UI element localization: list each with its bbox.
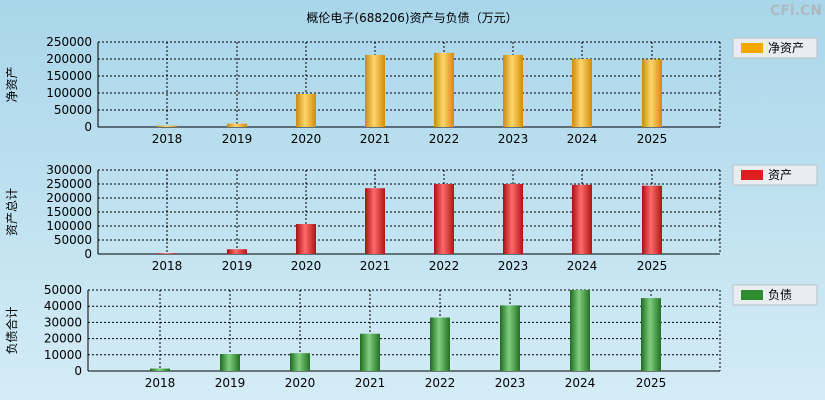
bar-2019 bbox=[220, 353, 240, 371]
bar-2022 bbox=[434, 184, 454, 254]
y-axis-title: 资产总计 bbox=[5, 188, 19, 236]
bar-2024 bbox=[572, 184, 592, 254]
bar-2022 bbox=[434, 52, 454, 127]
y-tick-label: 0 bbox=[74, 364, 82, 378]
plot-area bbox=[88, 290, 720, 371]
bar-2018 bbox=[150, 368, 170, 371]
x-tick-label: 2024 bbox=[567, 259, 598, 273]
bar-2025 bbox=[642, 185, 662, 254]
x-tick-label: 2021 bbox=[355, 376, 386, 390]
y-tick-label: 10000 bbox=[44, 348, 82, 362]
bar-2025 bbox=[641, 298, 661, 371]
x-tick-label: 2021 bbox=[360, 259, 391, 273]
y-tick-label: 40000 bbox=[44, 299, 82, 313]
legend-label: 负债 bbox=[768, 288, 792, 302]
legend-swatch bbox=[741, 290, 763, 300]
y-axis-title: 负债合计 bbox=[4, 306, 19, 354]
y-tick-label: 100000 bbox=[46, 86, 92, 100]
legend: 净资产 bbox=[732, 37, 818, 59]
watermark-logo: CFi.CN bbox=[770, 3, 822, 19]
y-tick-label: 20000 bbox=[44, 332, 82, 346]
legend: 负债 bbox=[732, 284, 818, 306]
legend-label: 资产 bbox=[768, 168, 792, 182]
bar-2021 bbox=[365, 54, 385, 127]
legend: 资产 bbox=[732, 164, 818, 186]
y-tick-label: 250000 bbox=[46, 35, 92, 49]
y-tick-label: 50000 bbox=[44, 283, 82, 297]
bar-2020 bbox=[296, 224, 316, 254]
bar-2021 bbox=[360, 333, 380, 371]
x-tick-label: 2021 bbox=[360, 132, 391, 146]
bar-2025 bbox=[642, 59, 662, 128]
x-tick-label: 2025 bbox=[637, 132, 668, 146]
bar-2020 bbox=[296, 94, 316, 127]
x-tick-label: 2020 bbox=[285, 376, 316, 390]
x-tick-label: 2024 bbox=[567, 132, 598, 146]
bar-2024 bbox=[572, 59, 592, 127]
x-tick-label: 2018 bbox=[152, 132, 183, 146]
bar-2023 bbox=[503, 54, 523, 127]
y-tick-label: 50000 bbox=[54, 103, 92, 117]
chart-title: 概伦电子(688206)资产与负债（万元） bbox=[306, 10, 517, 25]
y-tick-label: 200000 bbox=[46, 191, 92, 205]
x-tick-label: 2023 bbox=[495, 376, 526, 390]
x-tick-label: 2022 bbox=[429, 132, 460, 146]
x-tick-label: 2020 bbox=[291, 132, 322, 146]
x-tick-label: 2022 bbox=[429, 259, 460, 273]
x-tick-label: 2019 bbox=[222, 132, 253, 146]
y-tick-label: 0 bbox=[84, 247, 92, 261]
y-tick-label: 250000 bbox=[46, 177, 92, 191]
y-tick-label: 30000 bbox=[44, 315, 82, 329]
chart-panel-1: 0 50000 100000 150000 200000 250000 2018 2019 20… bbox=[5, 35, 818, 146]
bar-2018 bbox=[157, 253, 177, 254]
y-tick-label: 300000 bbox=[46, 163, 92, 177]
y-tick-label: 0 bbox=[84, 120, 92, 134]
chart-panel-3: 0 10000 20000 30000 40000 50000 2018 2019 2020 20… bbox=[4, 283, 818, 390]
bar-2023 bbox=[503, 184, 523, 254]
x-tick-label: 2019 bbox=[222, 259, 253, 273]
legend-label: 净资产 bbox=[768, 41, 804, 55]
x-tick-label: 2023 bbox=[498, 259, 529, 273]
y-tick-label: 100000 bbox=[46, 219, 92, 233]
y-tick-label: 50000 bbox=[54, 233, 92, 247]
y-tick-label: 150000 bbox=[46, 205, 92, 219]
bar-2023 bbox=[500, 305, 520, 371]
y-tick-label: 200000 bbox=[46, 52, 92, 66]
x-tick-label: 2025 bbox=[637, 259, 668, 273]
legend-swatch bbox=[741, 43, 763, 53]
legend-swatch bbox=[741, 170, 763, 180]
bar-2018 bbox=[157, 125, 177, 127]
x-tick-label: 2019 bbox=[215, 376, 246, 390]
y-tick-label: 150000 bbox=[46, 69, 92, 83]
bar-2024 bbox=[570, 290, 590, 371]
x-tick-label: 2024 bbox=[565, 376, 596, 390]
plot-area bbox=[98, 42, 720, 127]
x-tick-label: 2023 bbox=[498, 132, 529, 146]
y-axis-title: 净资产 bbox=[5, 66, 19, 102]
bar-2021 bbox=[365, 188, 385, 254]
x-tick-label: 2022 bbox=[425, 376, 456, 390]
x-tick-label: 2025 bbox=[636, 376, 667, 390]
bar-2019 bbox=[227, 123, 247, 127]
x-tick-label: 2020 bbox=[291, 259, 322, 273]
bar-2022 bbox=[430, 317, 450, 371]
bar-2020 bbox=[290, 353, 310, 371]
x-tick-label: 2018 bbox=[145, 376, 176, 390]
bar-2019 bbox=[227, 249, 247, 254]
x-tick-label: 2018 bbox=[152, 259, 183, 273]
